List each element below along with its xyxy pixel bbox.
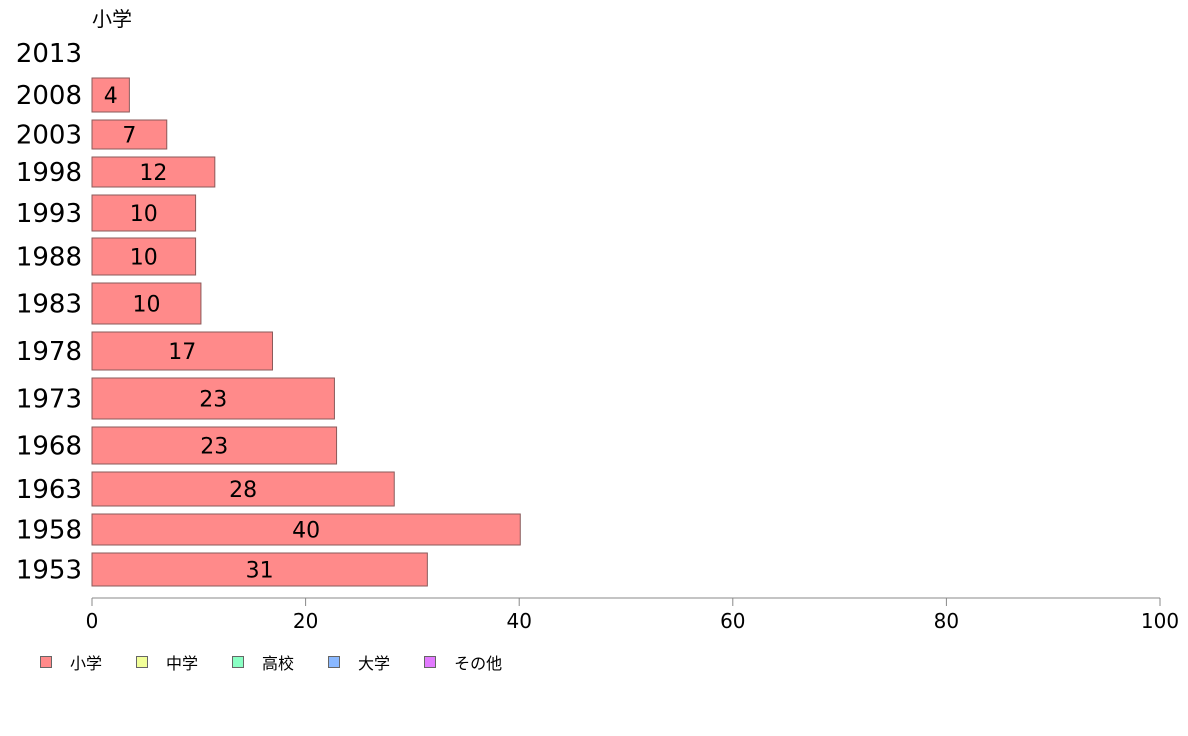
bar [91,513,521,546]
bar [91,552,428,587]
y-tick-label: 2003 [16,121,82,151]
bar [91,77,130,113]
legend-swatch [232,656,245,668]
y-tick-label: 1983 [16,290,82,320]
y-tick-label: 1963 [16,475,82,505]
y-tick-label: 1958 [16,516,82,546]
bar [91,194,197,232]
x-tick-label: 0 [86,609,99,633]
legend-swatch [424,656,437,668]
legend-swatch [136,656,149,668]
x-tick-label: 80 [934,609,959,633]
legend-item: 小学 [40,650,102,674]
bars-group: 2013 2008 4 2003 7 1998 12 1993 10 1988 10 1983 10 19… [16,39,521,587]
bar [91,119,168,150]
bar [91,237,197,276]
bar-value-label: 23 [200,435,228,460]
bar-value-label: 23 [199,388,227,413]
bar-value-label: 17 [168,340,196,365]
y-tick-label: 1993 [16,199,82,229]
legend-label: 高校 [262,654,295,673]
legend-item: 高校 [232,650,294,674]
y-tick-label: 1978 [16,337,82,367]
x-tick-label: 20 [293,609,318,633]
bar-value-label: 10 [130,202,158,227]
legend-swatch [328,656,341,668]
x-axis: 0 20 40 60 80 100 [86,597,1179,633]
y-tick-label: 1998 [16,158,82,188]
bar [91,377,335,420]
x-tick-label: 100 [1141,609,1179,633]
y-tick-label: 2008 [16,81,82,111]
bar-value-label: 40 [292,519,320,544]
legend-label: 中学 [166,654,199,673]
bar [91,426,338,465]
legend-item: その他 [424,650,502,674]
y-tick-label: 1973 [16,385,82,415]
bar [91,282,202,325]
series-label: 小学 [92,7,132,31]
bar-value-label: 10 [132,293,160,318]
bar-value-label: 10 [130,246,158,271]
legend-swatch [40,656,52,668]
y-tick-label: 1953 [16,556,82,586]
bar [91,471,395,507]
bar [91,156,216,188]
legend-item: 大学 [328,650,390,674]
bar-value-label: 7 [122,124,136,149]
y-tick-label: 1988 [16,243,82,273]
y-tick-label: 2013 [16,39,82,69]
bar-value-label: 28 [229,478,257,503]
bar-value-label: 4 [104,84,118,109]
legend: 小学 中学 高校 大学 その他 [40,650,536,674]
x-tick-label: 60 [720,609,745,633]
legend-label: 大学 [358,654,391,673]
bar-value-label: 12 [139,161,167,186]
bar-value-label: 31 [246,559,274,584]
legend-item: 中学 [136,650,198,674]
bar [91,331,273,371]
legend-label: 小学 [70,654,103,673]
y-tick-label: 1968 [16,432,82,462]
x-tick-label: 40 [506,609,531,633]
legend-label: その他 [454,654,503,673]
